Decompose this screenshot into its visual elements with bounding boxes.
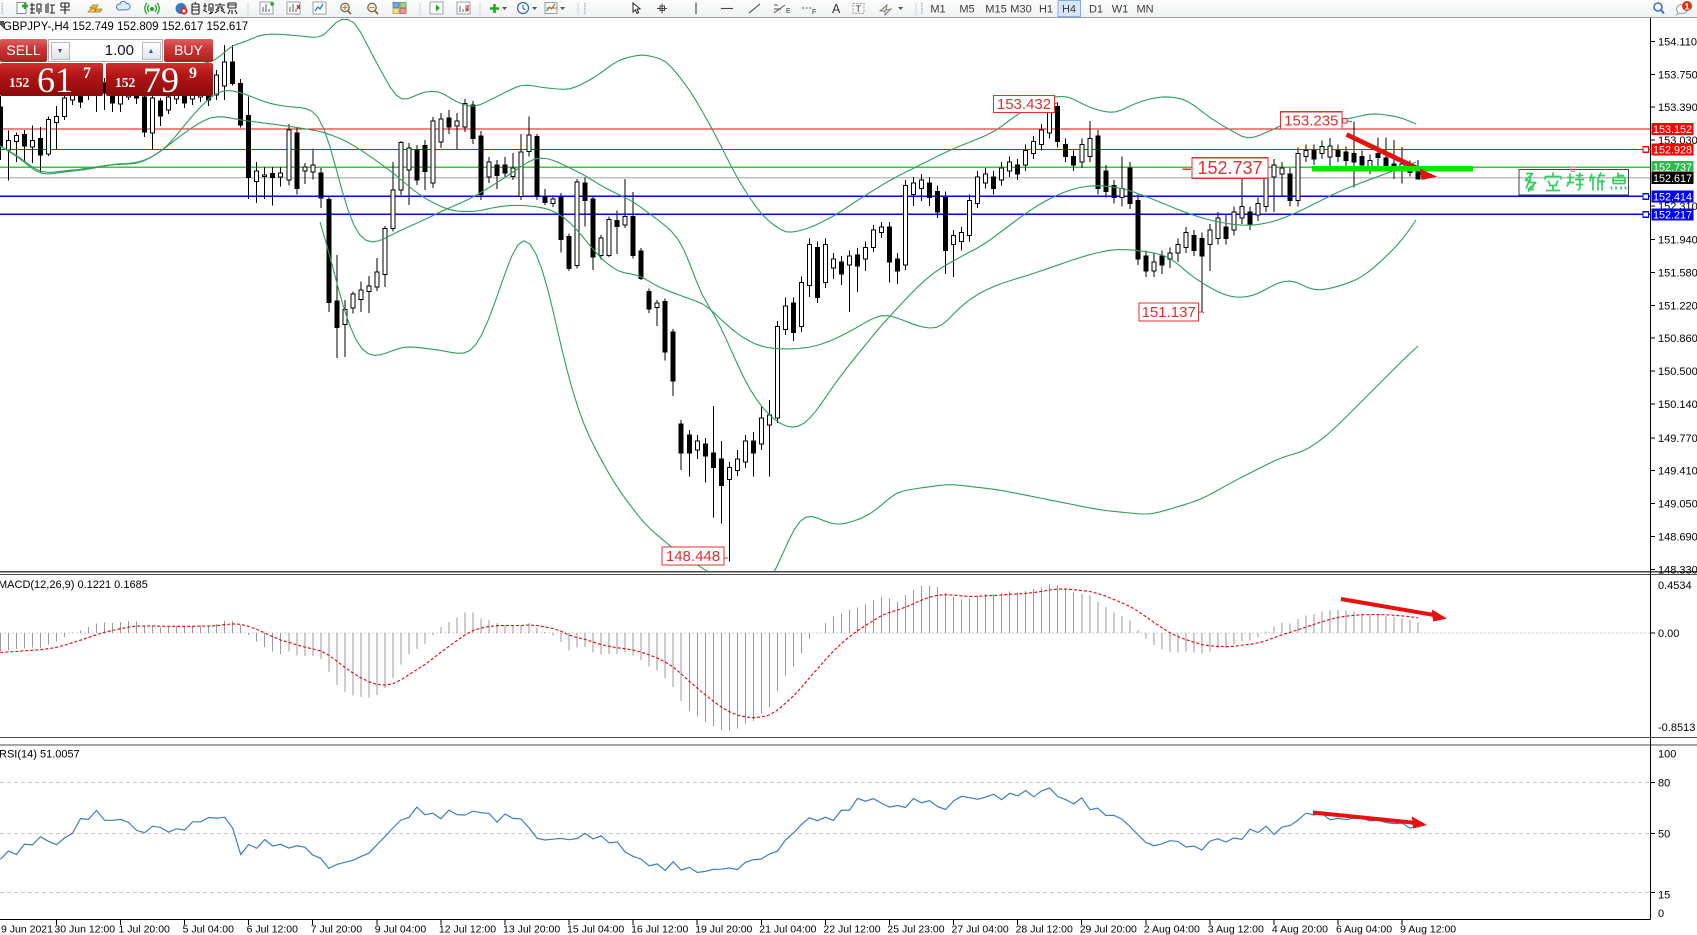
- svg-text:154.110: 154.110: [1658, 36, 1697, 48]
- svg-text:21 Jul 04:00: 21 Jul 04:00: [759, 924, 816, 935]
- svg-text:150.140: 150.140: [1658, 399, 1697, 411]
- svg-text:151.220: 151.220: [1658, 300, 1697, 312]
- svg-text:153.235: 153.235: [1284, 113, 1338, 130]
- svg-text:3 Aug 12:00: 3 Aug 12:00: [1208, 924, 1264, 935]
- svg-text:-0.8513: -0.8513: [1658, 722, 1695, 734]
- svg-text:0.4534: 0.4534: [1658, 580, 1692, 592]
- svg-text:29 Jul 20:00: 29 Jul 20:00: [1080, 924, 1137, 935]
- svg-text:M30: M30: [1010, 4, 1031, 16]
- svg-text:T: T: [856, 4, 862, 14]
- svg-text:19 Jul 20:00: 19 Jul 20:00: [695, 924, 752, 935]
- svg-text:E: E: [786, 8, 791, 15]
- svg-text:9 Jul 04:00: 9 Jul 04:00: [375, 924, 427, 935]
- svg-text:6 Aug 04:00: 6 Aug 04:00: [1336, 924, 1392, 935]
- svg-text:149.410: 149.410: [1658, 466, 1697, 478]
- svg-text:150.500: 150.500: [1658, 366, 1697, 378]
- svg-text:152.737: 152.737: [1653, 162, 1692, 174]
- svg-text:MN: MN: [1136, 4, 1153, 16]
- svg-text:F: F: [812, 9, 816, 16]
- svg-text:151.940: 151.940: [1658, 235, 1697, 247]
- svg-text:1 Jul 20:00: 1 Jul 20:00: [119, 924, 171, 935]
- svg-text:15: 15: [1658, 890, 1670, 902]
- svg-text:12 Jul 12:00: 12 Jul 12:00: [439, 924, 496, 935]
- svg-text:151.137: 151.137: [1142, 304, 1196, 321]
- svg-text:148.448: 148.448: [666, 548, 720, 565]
- svg-text:2 Aug 04:00: 2 Aug 04:00: [1144, 924, 1200, 935]
- svg-text:50: 50: [1658, 829, 1670, 841]
- svg-text:30 Jun 12:00: 30 Jun 12:00: [54, 924, 115, 935]
- svg-text:MACD(12,26,9) 0.1221 0.1685: MACD(12,26,9) 0.1221 0.1685: [0, 579, 148, 591]
- svg-text:15 Jul 04:00: 15 Jul 04:00: [567, 924, 624, 935]
- svg-text:27 Jul 04:00: 27 Jul 04:00: [952, 924, 1009, 935]
- svg-text:M1: M1: [930, 4, 945, 16]
- svg-text:148.690: 148.690: [1658, 531, 1697, 543]
- svg-text:148.330: 148.330: [1658, 564, 1697, 576]
- svg-text:152.928: 152.928: [1653, 145, 1692, 157]
- svg-text:28 Jul 12:00: 28 Jul 12:00: [1016, 924, 1073, 935]
- svg-text:1: 1: [1684, 2, 1690, 13]
- svg-text:0: 0: [1658, 908, 1664, 920]
- svg-text:80: 80: [1658, 778, 1670, 790]
- svg-text:4 Aug 20:00: 4 Aug 20:00: [1272, 924, 1328, 935]
- svg-text:22 Jul 12:00: 22 Jul 12:00: [823, 924, 880, 935]
- svg-text:149.050: 149.050: [1658, 499, 1697, 511]
- svg-text:H4: H4: [1062, 4, 1076, 16]
- svg-text:M15: M15: [985, 4, 1006, 16]
- svg-text:152.217: 152.217: [1653, 210, 1692, 222]
- svg-text:W1: W1: [1112, 4, 1129, 16]
- svg-text:9 Jun 2021: 9 Jun 2021: [1, 924, 53, 935]
- svg-text:6 Jul 12:00: 6 Jul 12:00: [247, 924, 299, 935]
- svg-text:RSI(14) 51.0057: RSI(14) 51.0057: [0, 749, 80, 761]
- svg-text:153.390: 153.390: [1658, 102, 1697, 114]
- svg-text:152.414: 152.414: [1653, 192, 1692, 204]
- svg-text:151.580: 151.580: [1658, 268, 1697, 280]
- svg-text:GBPJPY-,H4 152.749 152.809 15: GBPJPY-,H4 152.749 152.809 152.617 152.6…: [3, 21, 248, 33]
- svg-text:16 Jul 12:00: 16 Jul 12:00: [631, 924, 688, 935]
- svg-text:D1: D1: [1089, 4, 1103, 16]
- svg-text:153.432: 153.432: [997, 96, 1051, 113]
- svg-text:7 Jul 20:00: 7 Jul 20:00: [311, 924, 363, 935]
- svg-text:150.860: 150.860: [1658, 333, 1697, 345]
- svg-text:100: 100: [1658, 749, 1676, 761]
- svg-text:H1: H1: [1039, 4, 1053, 16]
- svg-text:M5: M5: [959, 4, 974, 16]
- svg-text:5 Jul 04:00: 5 Jul 04:00: [183, 924, 235, 935]
- svg-text:149.770: 149.770: [1658, 433, 1697, 445]
- svg-text:25 Jul 23:00: 25 Jul 23:00: [887, 924, 944, 935]
- svg-text:0.00: 0.00: [1658, 628, 1679, 640]
- svg-text:13 Jul 20:00: 13 Jul 20:00: [503, 924, 560, 935]
- svg-text:152.617: 152.617: [1653, 173, 1692, 185]
- svg-text:A: A: [832, 2, 841, 16]
- svg-text:9 Aug 12:00: 9 Aug 12:00: [1400, 924, 1456, 935]
- svg-text:153.750: 153.750: [1658, 69, 1697, 81]
- svg-text:153.152: 153.152: [1653, 124, 1692, 136]
- svg-text:152.737: 152.737: [1197, 158, 1262, 178]
